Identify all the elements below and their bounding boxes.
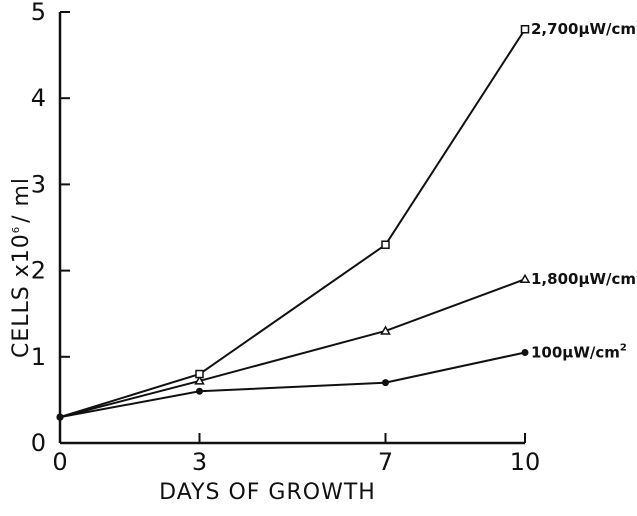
x-tick-label: 7	[378, 448, 393, 476]
y-tick-label: 3	[31, 170, 46, 198]
x-tick-label: 3	[192, 448, 207, 476]
x-tick-label: 0	[52, 448, 67, 476]
x-axis-title: DAYS OF GROWTH	[159, 480, 376, 505]
y-tick-label: 0	[31, 429, 46, 457]
data-point	[195, 369, 204, 379]
axis-ticks: 0 1 2 3 4 5 0 3 7 10	[31, 0, 541, 476]
data-point	[381, 240, 390, 249]
data-point	[196, 387, 203, 395]
series-line	[59, 278, 526, 419]
series-lines	[59, 28, 526, 419]
series-label: 1,800μW/cm2	[531, 269, 637, 288]
series-line	[59, 28, 526, 419]
y-tick-label: 4	[31, 84, 46, 112]
y-tick-label: 5	[31, 0, 46, 26]
data-point	[380, 325, 391, 335]
series-label: 2,700μW/cm2	[531, 19, 637, 38]
data-point	[194, 375, 205, 385]
series-labels: 100μW/cm2 1,800μW/cm2 2,700μW/cm2	[531, 19, 637, 361]
y-tick-label: 1	[31, 343, 46, 371]
data-point	[382, 379, 389, 387]
data-point	[521, 348, 529, 356]
y-axis-title: CELLS x106/ ml	[9, 177, 34, 358]
series-markers	[56, 24, 531, 421]
x-tick-label: 10	[510, 448, 541, 476]
series-label: 100μW/cm2	[531, 342, 627, 361]
axes	[58, 12, 525, 445]
data-point	[519, 273, 531, 283]
data-point	[56, 413, 64, 421]
y-tick-label: 2	[31, 257, 46, 285]
series-line	[59, 351, 526, 419]
data-point	[520, 24, 530, 34]
